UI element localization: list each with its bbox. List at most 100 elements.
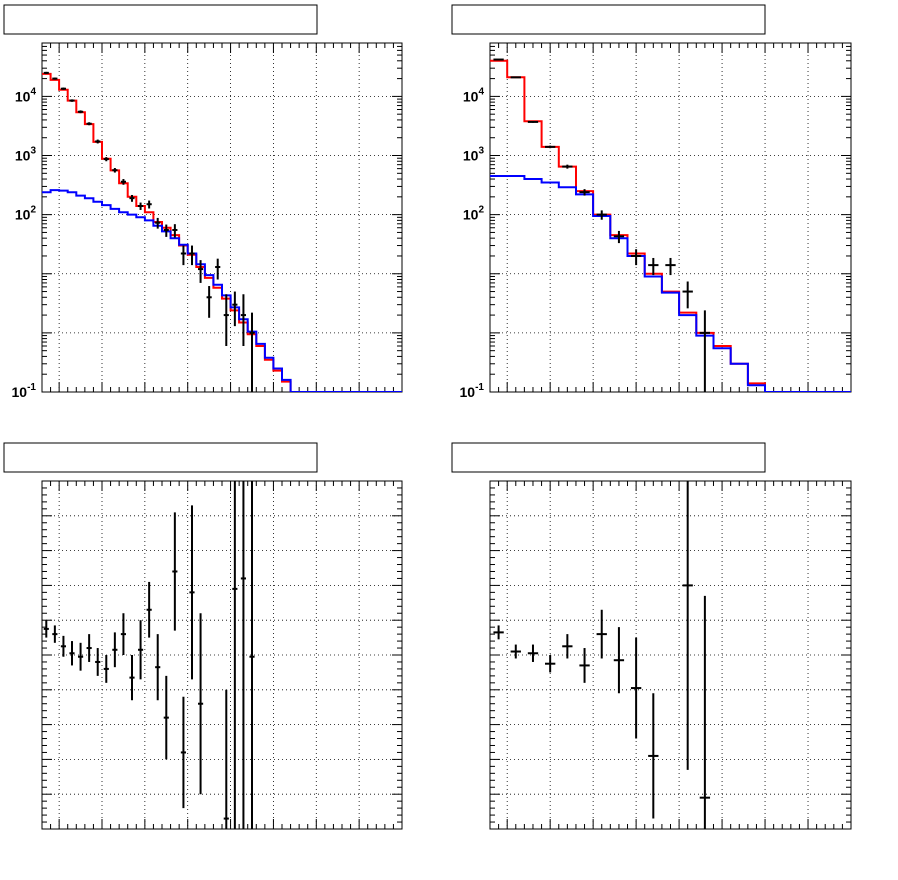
ticks — [489, 42, 852, 393]
grid — [490, 481, 851, 829]
data-point — [129, 194, 135, 202]
data-point — [103, 157, 109, 162]
data-point — [510, 76, 521, 79]
residual-points — [43, 481, 255, 829]
data-point — [682, 481, 693, 770]
data-point — [579, 189, 590, 196]
data-point — [43, 620, 49, 638]
plot-frame — [489, 42, 852, 393]
y-tick-label: 10-1 — [460, 382, 485, 400]
data-point — [630, 249, 642, 266]
panel-title — [3, 442, 318, 473]
data-point — [120, 179, 126, 185]
data-point — [682, 281, 693, 309]
data-point — [630, 637, 642, 739]
grid — [42, 481, 402, 829]
data-point — [232, 481, 238, 829]
data-point — [69, 99, 75, 102]
data-point — [223, 294, 229, 346]
y-tick-label: 103 — [15, 146, 37, 164]
data-point — [172, 224, 178, 238]
data-point — [493, 625, 504, 640]
y-tick-label: 104 — [463, 86, 485, 104]
data-point — [129, 655, 135, 701]
data-point — [52, 625, 58, 643]
data-point — [69, 641, 75, 666]
plot-area — [43, 481, 255, 829]
data-point — [95, 139, 101, 144]
plot-frame — [41, 42, 403, 393]
plot-area — [493, 481, 711, 829]
y-tick-labels: 10-1 102 103 104 — [12, 86, 37, 400]
ticks — [489, 480, 852, 830]
data-point — [613, 627, 625, 694]
data-point — [648, 257, 659, 276]
data-point — [648, 693, 659, 819]
plot-area — [490, 58, 851, 392]
data-point — [545, 655, 556, 673]
data-point — [52, 77, 58, 80]
data-point — [138, 620, 144, 680]
panel-top-right: 10-1 102 103 104 — [451, 4, 852, 400]
data-point — [223, 689, 229, 829]
data-point — [138, 202, 144, 210]
data-point — [78, 110, 84, 114]
data-point — [155, 634, 161, 701]
title-box — [451, 442, 766, 473]
data-point — [172, 512, 178, 631]
panel-top-left: 10-1 102 103 104 — [3, 4, 403, 400]
title-box — [451, 4, 766, 35]
data-point — [249, 312, 255, 392]
y-tick-label: 10-1 — [12, 382, 37, 400]
panel-title — [3, 4, 318, 35]
data-point — [60, 87, 66, 90]
data-point — [112, 632, 118, 668]
data-point — [146, 581, 152, 638]
title-box — [3, 442, 318, 473]
ticks — [41, 480, 403, 830]
panel-title — [451, 4, 766, 35]
data-point — [493, 58, 504, 61]
data-point — [189, 245, 195, 266]
data-point — [198, 613, 204, 795]
data-point — [120, 613, 126, 655]
data-point — [215, 258, 221, 280]
data-point — [198, 260, 204, 283]
y-tick-labels: 10-1 102 103 104 — [460, 86, 485, 400]
data-point — [527, 644, 539, 662]
data-point — [240, 294, 246, 346]
y-tick-label: 102 — [15, 205, 37, 223]
title-box — [3, 4, 318, 35]
data-point — [545, 145, 556, 149]
data-point — [60, 635, 66, 657]
data-points — [493, 58, 711, 392]
data-point — [155, 217, 161, 229]
data-point — [163, 224, 169, 237]
panel-title — [451, 442, 766, 473]
data-point — [699, 595, 711, 829]
data-point — [596, 210, 607, 220]
data-point — [180, 245, 186, 266]
panel-bottom-right — [451, 442, 852, 830]
data-point — [163, 675, 169, 760]
data-point — [699, 310, 711, 392]
data-point — [95, 648, 101, 676]
data-point — [562, 634, 573, 659]
plot-area — [42, 71, 402, 392]
ticks — [41, 42, 403, 393]
data-point — [527, 120, 539, 123]
data-point — [613, 230, 625, 244]
data-point — [249, 481, 255, 829]
data-point — [596, 609, 607, 659]
residual-points — [493, 481, 711, 829]
data-point — [78, 642, 84, 671]
y-tick-label: 102 — [463, 205, 485, 223]
data-point — [510, 644, 521, 659]
data-point — [86, 122, 92, 126]
data-point — [189, 505, 195, 680]
data-point — [146, 200, 152, 209]
data-point — [86, 634, 92, 662]
data-point — [240, 481, 246, 829]
